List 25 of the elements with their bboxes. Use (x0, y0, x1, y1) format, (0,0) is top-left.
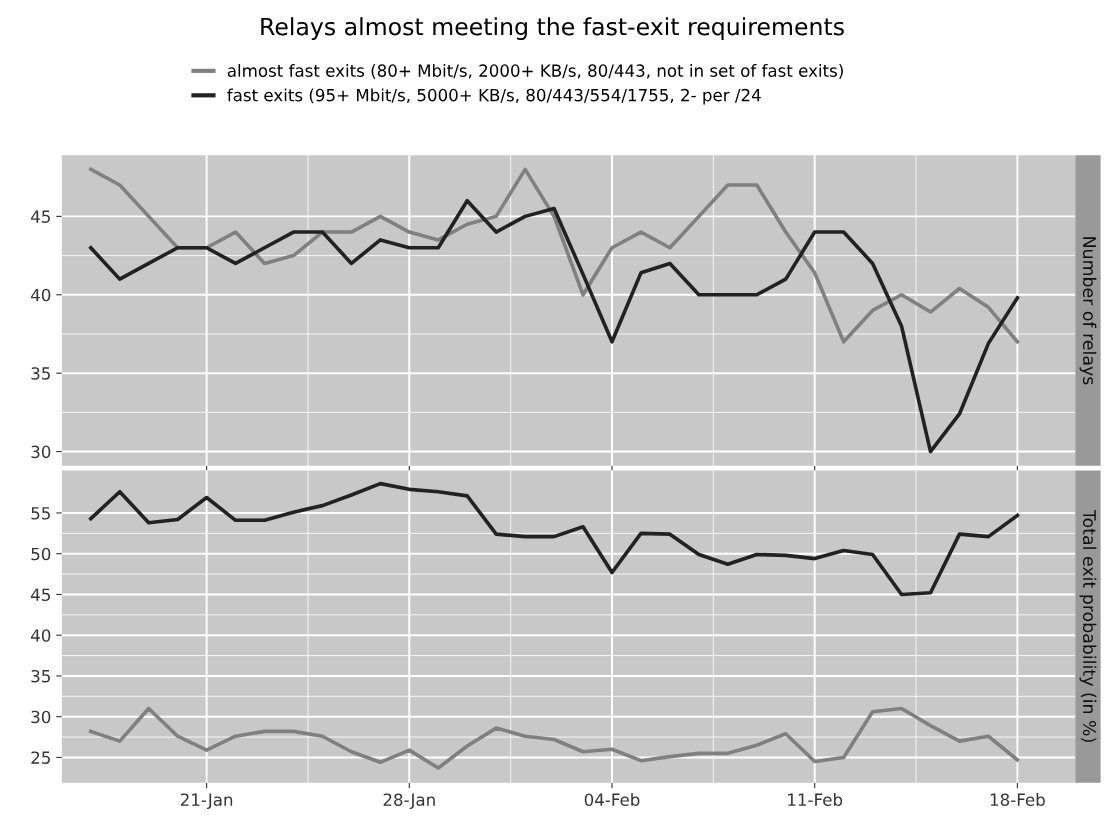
x-tick-label: 04-Feb (584, 793, 640, 806)
legend-label: fast exits (95+ Mbit/s, 5000+ KB/s, 80/443/554/1755, 2- per /24 (227, 88, 761, 105)
y-tick-label: 40 (31, 288, 51, 302)
y-tick-label: 35 (31, 367, 50, 380)
legend-label: almost fast exits (80+ Mbit/s, 2000+ KB/s, 80/443, not in set of fast exits) (227, 64, 843, 79)
line-series (88, 481, 1020, 597)
x-tick-label: 18-Feb (990, 793, 1045, 806)
y-axis-title: Number of relays (1079, 237, 1097, 385)
x-tick-label: 28-Jan (383, 793, 435, 810)
y-tick-label: 50 (31, 547, 51, 561)
line-series (88, 198, 1020, 454)
y-tick-label: 45 (31, 210, 50, 223)
y-tick-label: 40 (31, 629, 51, 642)
x-tick-label: 21-Jan (180, 793, 233, 810)
y-axis-title: Total exit probability (in %) (1079, 509, 1097, 742)
line-series (88, 706, 1020, 770)
y-tick-label: 55 (31, 507, 50, 520)
y-tick-label: 30 (31, 445, 51, 459)
chart-title: Relays almost meeting the fast-exit requirements (261, 17, 844, 41)
x-tick-label: 11-Feb (788, 793, 843, 806)
y-tick-label: 45 (31, 588, 50, 602)
y-tick-label: 25 (31, 751, 50, 764)
y-tick-label: 35 (31, 669, 50, 683)
y-tick-label: 30 (31, 710, 51, 724)
line-series (88, 167, 1020, 344)
